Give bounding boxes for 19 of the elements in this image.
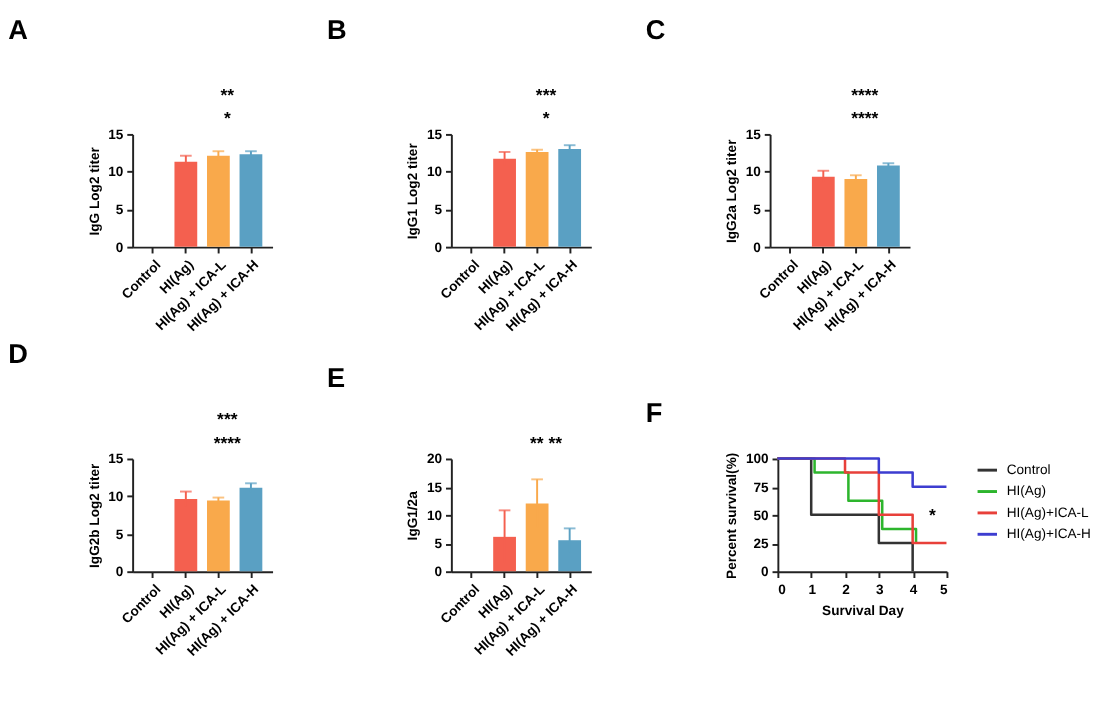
chart-title: B bbox=[326, 14, 347, 45]
bar bbox=[877, 165, 900, 247]
annotation: * bbox=[928, 504, 937, 525]
text: ** bbox=[220, 84, 236, 105]
text: * bbox=[223, 108, 232, 129]
chart-title: A bbox=[8, 14, 29, 45]
text: ** ** bbox=[530, 432, 564, 453]
bar bbox=[811, 176, 835, 247]
text: *** bbox=[217, 409, 239, 430]
chart-title: D bbox=[8, 339, 29, 370]
text: **** bbox=[213, 432, 243, 453]
bar bbox=[174, 499, 198, 572]
text: *** bbox=[535, 84, 558, 105]
text: **** bbox=[851, 108, 880, 129]
chart-title: F bbox=[645, 397, 663, 428]
chart-title: C bbox=[645, 14, 666, 45]
text: **** bbox=[851, 84, 880, 105]
text: * bbox=[542, 108, 551, 129]
chart-title: E bbox=[326, 362, 346, 393]
